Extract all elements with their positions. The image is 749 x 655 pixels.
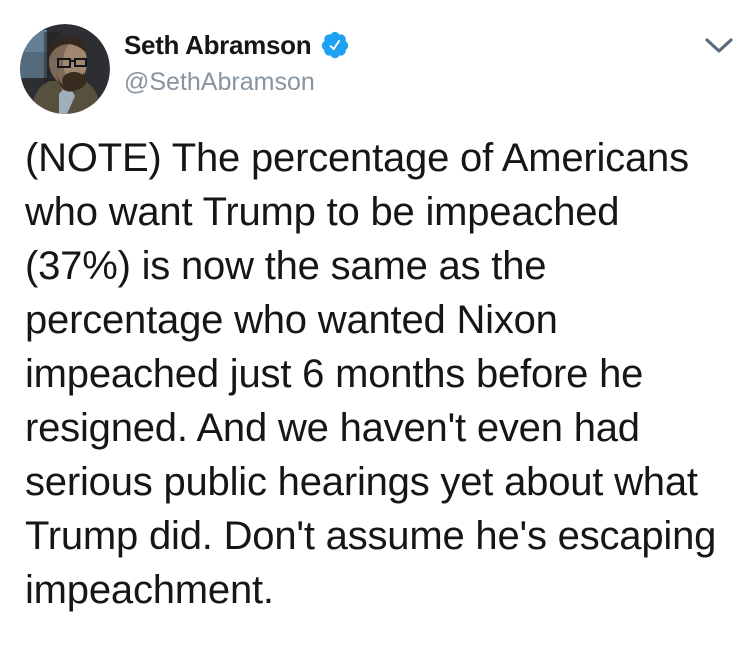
user-handle[interactable]: @SethAbramson [124, 68, 315, 96]
user-identity: Seth Abramson @SethAbramson [124, 28, 350, 98]
display-name[interactable]: Seth Abramson [124, 29, 312, 60]
name-row: Seth Abramson [124, 28, 350, 62]
tweet-text: (NOTE) The percentage of Americans who w… [25, 136, 717, 612]
profile-photo [20, 24, 110, 114]
chevron-down-icon[interactable] [704, 37, 734, 54]
avatar[interactable] [20, 24, 110, 114]
verified-badge-icon [320, 30, 350, 60]
